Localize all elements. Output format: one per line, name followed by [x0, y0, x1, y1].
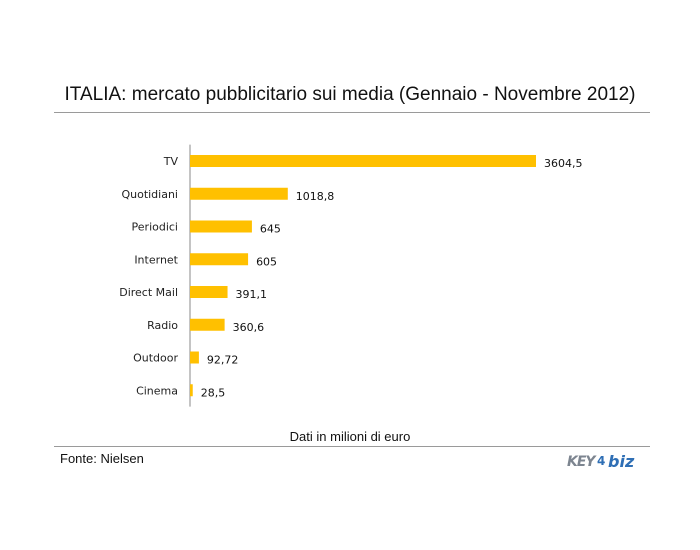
- value-label: 645: [260, 223, 281, 236]
- value-label: 391,1: [236, 288, 267, 301]
- category-labels: TV Quotidiani Periodici Internet Direct Mail…: [119, 155, 178, 397]
- bar: [190, 220, 252, 233]
- value-labels: 3604,5 1018,8 645 605 391,1 360,6 92,72 28,5: [201, 157, 583, 399]
- category-label: Direct Mail: [119, 286, 178, 299]
- category-label: Outdoor: [133, 352, 178, 365]
- title-divider: [54, 112, 650, 113]
- value-label: 605: [256, 255, 277, 268]
- value-label: 28,5: [201, 386, 226, 399]
- bar: [190, 187, 288, 200]
- category-label: Internet: [134, 253, 178, 266]
- logo-key-text: KEY: [567, 454, 597, 470]
- category-label: Radio: [147, 319, 178, 332]
- bar: [190, 351, 199, 364]
- bar: [190, 286, 228, 298]
- logo-biz-text: biz: [608, 452, 635, 471]
- bar: [190, 155, 536, 167]
- bar: [190, 318, 225, 331]
- logo-4-mark: 4: [597, 454, 605, 468]
- x-axis-label: Dati in milioni di euro: [289, 429, 411, 444]
- bar: [190, 384, 193, 397]
- key4biz-logo: KEY 4 biz: [567, 452, 635, 471]
- value-label: 1018,8: [296, 190, 335, 203]
- value-label: 92,72: [207, 354, 239, 367]
- bar: [190, 253, 249, 266]
- value-label: 360,6: [233, 321, 264, 334]
- value-label: 3604,5: [544, 157, 583, 170]
- bar-chart: TV Quotidiani Periodici Internet Direct Mail…: [119, 144, 583, 407]
- source-note: Fonte: Nielsen: [60, 451, 144, 466]
- category-label: Cinema: [136, 384, 178, 397]
- category-label: TV: [163, 155, 179, 168]
- category-label: Quotidiani: [121, 188, 178, 201]
- footer-divider: [54, 446, 650, 447]
- bars: [190, 155, 536, 397]
- chart-title: ITALIA: mercato pubblicitario sui media …: [64, 84, 636, 105]
- category-label: Periodici: [132, 221, 178, 234]
